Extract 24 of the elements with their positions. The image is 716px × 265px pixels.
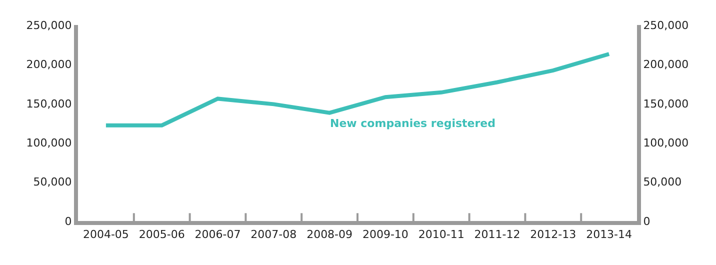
x-tick-label: 2009-10 [362,228,408,242]
y-tick-label: 0 [64,214,72,228]
y-tick-label: 200,000 [26,58,72,72]
y2-tick-label: 150,000 [643,97,689,110]
x-tick-label: 2013-14 [586,228,632,242]
x-tick-label: 2008-09 [306,228,353,242]
y2-tick-label: 0 [643,214,650,228]
y-tick-label: 50,000 [33,176,72,189]
y-tick-label: 250,000 [26,18,72,32]
x-tick-label: 2012-13 [530,228,576,242]
y2-tick-label: 100,000 [643,136,689,150]
y-tick-label: 100,000 [26,136,72,150]
x-tick-label: 2006-07 [194,228,241,242]
line-series [104,52,612,128]
y2-tick-label: 200,000 [643,58,689,72]
x-tick-label: 2010-11 [418,228,464,242]
x-tick-label: 2004-05 [82,228,129,242]
y2-tick-label: 250,000 [643,18,689,32]
y-tick-label: 150,000 [26,97,72,110]
series-label: New companies registered [330,117,496,130]
x-tick-label: 2007-08 [250,228,297,242]
x-tick-label: 2011-12 [474,228,520,242]
x-tick-label: 2005-06 [138,228,185,242]
y2-tick-label: 50,000 [643,176,682,189]
